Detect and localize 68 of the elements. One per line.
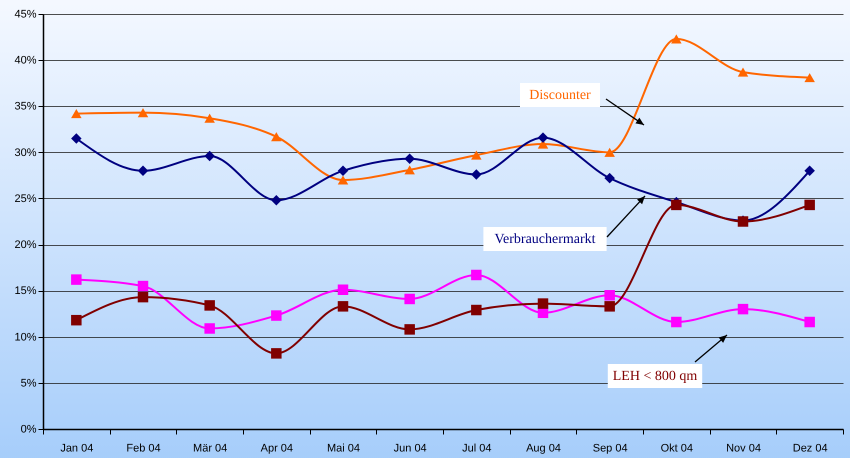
point bbox=[738, 304, 748, 314]
point bbox=[404, 154, 415, 164]
x-tick-label: Mai 04 bbox=[326, 442, 360, 454]
y-tick-label: 45% bbox=[14, 8, 37, 20]
y-tick-label: 30% bbox=[14, 146, 37, 159]
point bbox=[71, 274, 82, 285]
point bbox=[71, 314, 82, 326]
point bbox=[471, 304, 482, 316]
x-tick-label: Apr 04 bbox=[260, 442, 294, 454]
point bbox=[804, 316, 815, 328]
point bbox=[338, 301, 348, 312]
point bbox=[671, 200, 682, 210]
point bbox=[471, 169, 482, 180]
point bbox=[804, 73, 815, 82]
point bbox=[404, 165, 415, 174]
text: Discounter bbox=[529, 88, 592, 103]
point bbox=[71, 133, 82, 144]
point bbox=[138, 108, 148, 118]
x-tick-label: Aug 04 bbox=[526, 442, 561, 454]
point bbox=[204, 323, 215, 334]
x-tick-label: Jul 04 bbox=[462, 442, 492, 454]
point bbox=[338, 175, 348, 185]
point bbox=[471, 150, 482, 160]
y-tick-label: 20% bbox=[14, 239, 37, 252]
point bbox=[471, 270, 482, 280]
point bbox=[71, 109, 82, 118]
x-tick-label: Sep 04 bbox=[592, 442, 628, 454]
point bbox=[138, 292, 148, 302]
point bbox=[204, 114, 215, 123]
point bbox=[204, 300, 215, 311]
x-tick-label: Mär 04 bbox=[193, 442, 228, 454]
point bbox=[204, 150, 215, 162]
y-tick-label: 15% bbox=[14, 285, 37, 298]
point bbox=[538, 132, 548, 143]
point bbox=[604, 301, 615, 312]
point bbox=[671, 316, 682, 328]
x-tick-label: Jan 04 bbox=[60, 442, 94, 454]
point bbox=[404, 324, 415, 335]
text: LEH < 800 qm bbox=[612, 369, 698, 384]
point bbox=[271, 348, 282, 359]
point bbox=[604, 172, 615, 184]
x-tick-label: Okt 04 bbox=[660, 442, 694, 454]
point bbox=[338, 166, 348, 176]
point bbox=[671, 34, 682, 44]
point bbox=[604, 148, 615, 157]
x-tick-label: Feb 04 bbox=[126, 442, 161, 454]
point bbox=[404, 294, 415, 304]
y-tick-label: 40% bbox=[14, 54, 37, 67]
y-tick-label: 35% bbox=[14, 100, 37, 113]
y-tick-label: 25% bbox=[14, 192, 37, 205]
y-tick-label: 5% bbox=[20, 377, 37, 390]
point bbox=[271, 195, 282, 206]
x-tick-label: Nov 04 bbox=[726, 442, 761, 454]
point bbox=[538, 298, 548, 309]
point bbox=[604, 290, 615, 301]
point bbox=[271, 132, 282, 142]
x-tick-label: Dez 04 bbox=[792, 442, 828, 454]
point bbox=[338, 284, 348, 295]
x-tick-label: Jun 04 bbox=[394, 442, 427, 454]
text: Verbrauchermarkt bbox=[494, 232, 596, 247]
point bbox=[804, 200, 815, 210]
point bbox=[804, 166, 815, 176]
point bbox=[738, 68, 748, 77]
point bbox=[138, 166, 148, 176]
y-tick-label: 0% bbox=[20, 424, 37, 436]
y-tick-label: 10% bbox=[14, 331, 37, 344]
point bbox=[138, 280, 148, 292]
point bbox=[271, 310, 282, 321]
